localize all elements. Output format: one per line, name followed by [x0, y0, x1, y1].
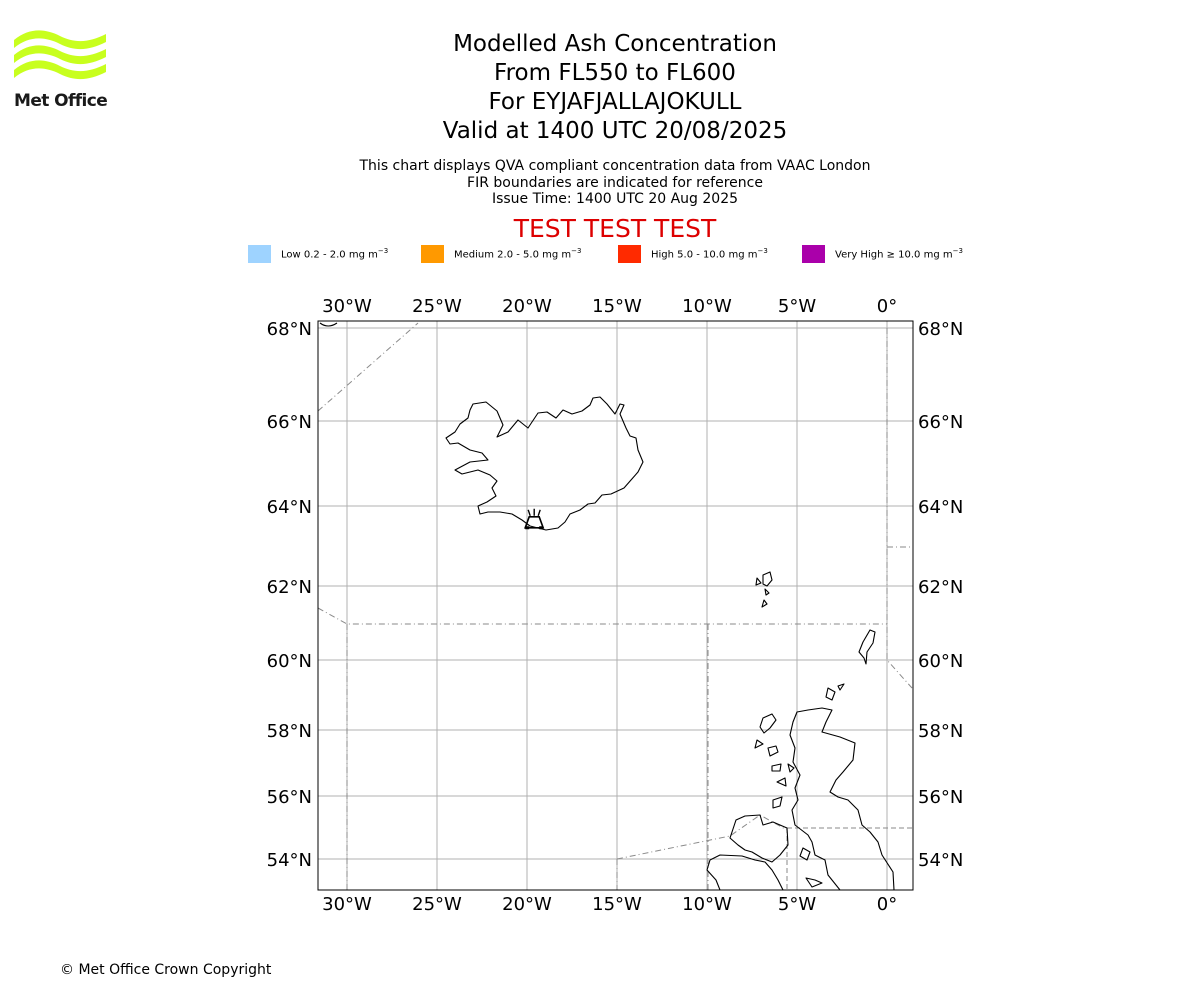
- lon-label-top-20°W: 20°W: [502, 296, 552, 317]
- volcano-title: For EYJAFJALLAJOKULL: [488, 89, 742, 115]
- great-britain-coast: [789, 707, 895, 891]
- faroe-islands: [755, 571, 773, 608]
- lat-label-left-60°N: 60°N: [267, 651, 312, 672]
- fir-boundary-nw: [317, 322, 419, 412]
- lat-label-right-58°N: 58°N: [918, 721, 963, 742]
- legend-item-medium: Medium 2.0 - 5.0 mg m−3: [421, 244, 581, 264]
- lon-label-top-30°W: 30°W: [322, 296, 372, 317]
- lon-label-bottom-20°W: 20°W: [502, 894, 552, 915]
- map-frame: [317, 320, 914, 891]
- coastlines: [319, 322, 895, 891]
- met-office-logo-text: Met Office: [14, 91, 108, 111]
- chart-titles: Modelled Ash Concentration From FL550 to…: [315, 30, 915, 146]
- legend-swatch-low: [248, 245, 271, 263]
- shetland-islands: [858, 629, 876, 665]
- legend-item-very-high: Very High ≥ 10.0 mg m−3: [802, 244, 963, 264]
- volcano-icon: [524, 508, 545, 530]
- legend-swatch-very-high: [802, 245, 825, 263]
- legend-item-low: Low 0.2 - 2.0 mg m−3: [248, 244, 388, 264]
- fir-boundary-shanwick-north: [317, 607, 887, 625]
- legend-label-medium: Medium 2.0 - 5.0 mg m−3: [454, 247, 582, 261]
- lon-label-bottom-10°W: 10°W: [682, 894, 732, 915]
- lat-label-left-58°N: 58°N: [267, 721, 312, 742]
- valid-time-title: Valid at 1400 UTC 20/08/2025: [442, 118, 788, 144]
- qva-note: This chart displays QVA compliant concen…: [359, 158, 871, 174]
- copyright-notice: © Met Office Crown Copyright: [60, 962, 272, 978]
- lon-label-top-0°: 0°: [877, 296, 897, 317]
- lat-label-left-66°N: 66°N: [267, 412, 312, 433]
- lon-label-bottom-15°W: 15°W: [592, 894, 642, 915]
- met-office-waves-icon: [14, 30, 106, 80]
- iceland-coast: [445, 396, 644, 531]
- issue-time: Issue Time: 1400 UTC 20 Aug 2025: [491, 191, 739, 207]
- legend-label-high: High 5.0 - 10.0 mg m−3: [651, 247, 768, 261]
- lat-label-left-68°N: 68°N: [267, 319, 312, 340]
- western-isles: [754, 713, 777, 749]
- ireland-coast: [706, 814, 789, 891]
- lon-label-bottom-30°W: 30°W: [322, 894, 372, 915]
- chart-subtitles: This chart displays QVA compliant concen…: [315, 158, 915, 208]
- fir-boundaries: [317, 322, 913, 890]
- fir-boundary-0: [886, 328, 913, 689]
- lat-label-right-54°N: 54°N: [918, 850, 963, 871]
- scotland-south-islands: [805, 877, 823, 888]
- main-title: Modelled Ash Concentration: [453, 31, 777, 57]
- lon-label-top-25°W: 25°W: [412, 296, 462, 317]
- orkney-islands: [825, 683, 845, 701]
- axis-tick-labels: 30°W 30°W 25°W 25°W 20°W 20°W 15°W 15°W 10°W 10°W…: [267, 296, 964, 915]
- legend-swatch-medium: [421, 245, 444, 263]
- lat-label-right-66°N: 66°N: [918, 412, 963, 433]
- lat-label-left-54°N: 54°N: [267, 850, 312, 871]
- graticule: [318, 321, 913, 890]
- lat-label-right-56°N: 56°N: [918, 787, 963, 808]
- lat-label-left-56°N: 56°N: [267, 787, 312, 808]
- inner-hebrides: [767, 745, 795, 809]
- lon-label-bottom-0°: 0°: [877, 894, 897, 915]
- lat-label-right-62°N: 62°N: [918, 577, 963, 598]
- greenland-coast: [319, 322, 338, 327]
- fir-note: FIR boundaries are indicated for referen…: [467, 174, 763, 191]
- legend-label-low: Low 0.2 - 2.0 mg m−3: [281, 247, 389, 261]
- legend-swatch-high: [618, 245, 641, 263]
- isle-of-man: [799, 847, 811, 861]
- legend-label-very-high: Very High ≥ 10.0 mg m−3: [835, 247, 963, 261]
- met-office-logo: Met Office: [14, 30, 114, 112]
- fir-boundary-south: [616, 814, 788, 860]
- lon-label-top-5°W: 5°W: [778, 296, 816, 317]
- lat-label-right-60°N: 60°N: [918, 651, 963, 672]
- lon-label-bottom-5°W: 5°W: [778, 894, 816, 915]
- lat-label-left-62°N: 62°N: [267, 577, 312, 598]
- legend-item-high: High 5.0 - 10.0 mg m−3: [618, 244, 768, 264]
- lon-label-top-15°W: 15°W: [592, 296, 642, 317]
- flight-level-title: From FL550 to FL600: [494, 60, 736, 86]
- lat-label-right-68°N: 68°N: [918, 319, 963, 340]
- lon-label-top-10°W: 10°W: [682, 296, 732, 317]
- test-banner: TEST TEST TEST: [513, 214, 717, 243]
- fir-boundaries-uk: [786, 827, 912, 890]
- lat-label-right-64°N: 64°N: [918, 497, 963, 518]
- lat-label-left-64°N: 64°N: [267, 497, 312, 518]
- lon-label-bottom-25°W: 25°W: [412, 894, 462, 915]
